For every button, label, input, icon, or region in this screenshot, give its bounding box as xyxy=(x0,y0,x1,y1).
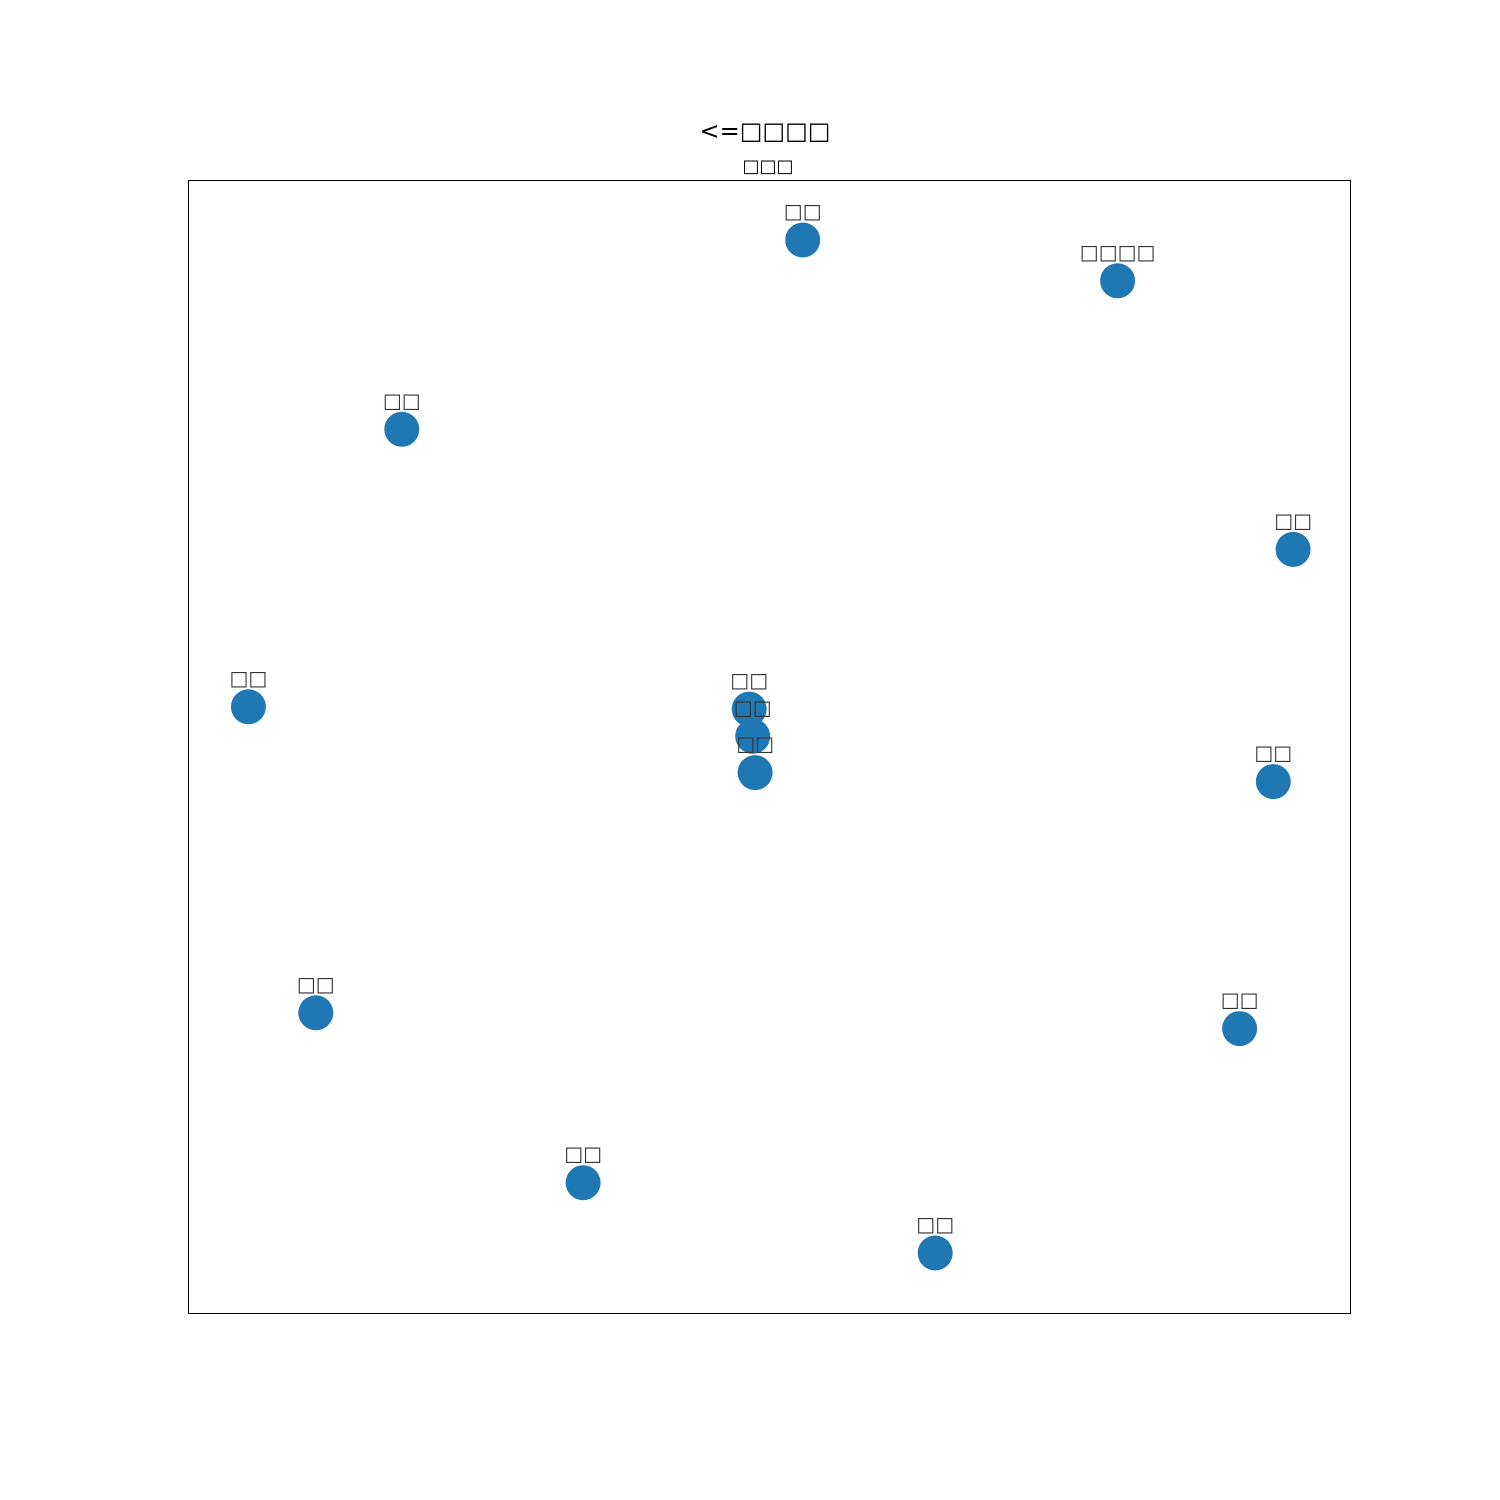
node-label: □□ xyxy=(564,1142,602,1166)
node-point xyxy=(565,1165,601,1201)
node-label: □□ xyxy=(736,732,774,756)
node-label: □□ xyxy=(1254,741,1292,765)
node-point xyxy=(785,222,821,258)
node-label: □□ xyxy=(784,199,822,223)
node-label: □□ xyxy=(297,972,335,996)
node-point xyxy=(1255,764,1291,800)
node-point xyxy=(735,718,771,754)
node-label: □□ xyxy=(383,388,421,412)
nodes-layer: □□□□□□□□□□□□ □□□□□□ □□□□□□□□□□ xyxy=(230,199,1312,1271)
node-label: □□ xyxy=(730,668,768,692)
node-point xyxy=(1100,263,1136,299)
node-label: □□ xyxy=(1274,508,1312,532)
chart-title: <=□□□□ xyxy=(700,117,831,145)
node-label: □□ xyxy=(916,1212,954,1236)
node-point xyxy=(298,995,334,1031)
node-point xyxy=(731,691,767,727)
node-point xyxy=(1222,1011,1258,1047)
node-point xyxy=(737,755,773,791)
plot-frame xyxy=(188,180,1351,1314)
chart-subtitle: □□□ xyxy=(742,156,793,177)
node-point xyxy=(230,689,266,725)
node-label: □□ xyxy=(230,666,268,690)
node-point xyxy=(1275,531,1311,567)
node-label: □□ xyxy=(734,695,772,719)
node-label: □□□□ xyxy=(1080,240,1156,264)
node-point xyxy=(384,411,420,447)
node-label: □□ xyxy=(1221,988,1259,1012)
node-point xyxy=(917,1235,953,1271)
